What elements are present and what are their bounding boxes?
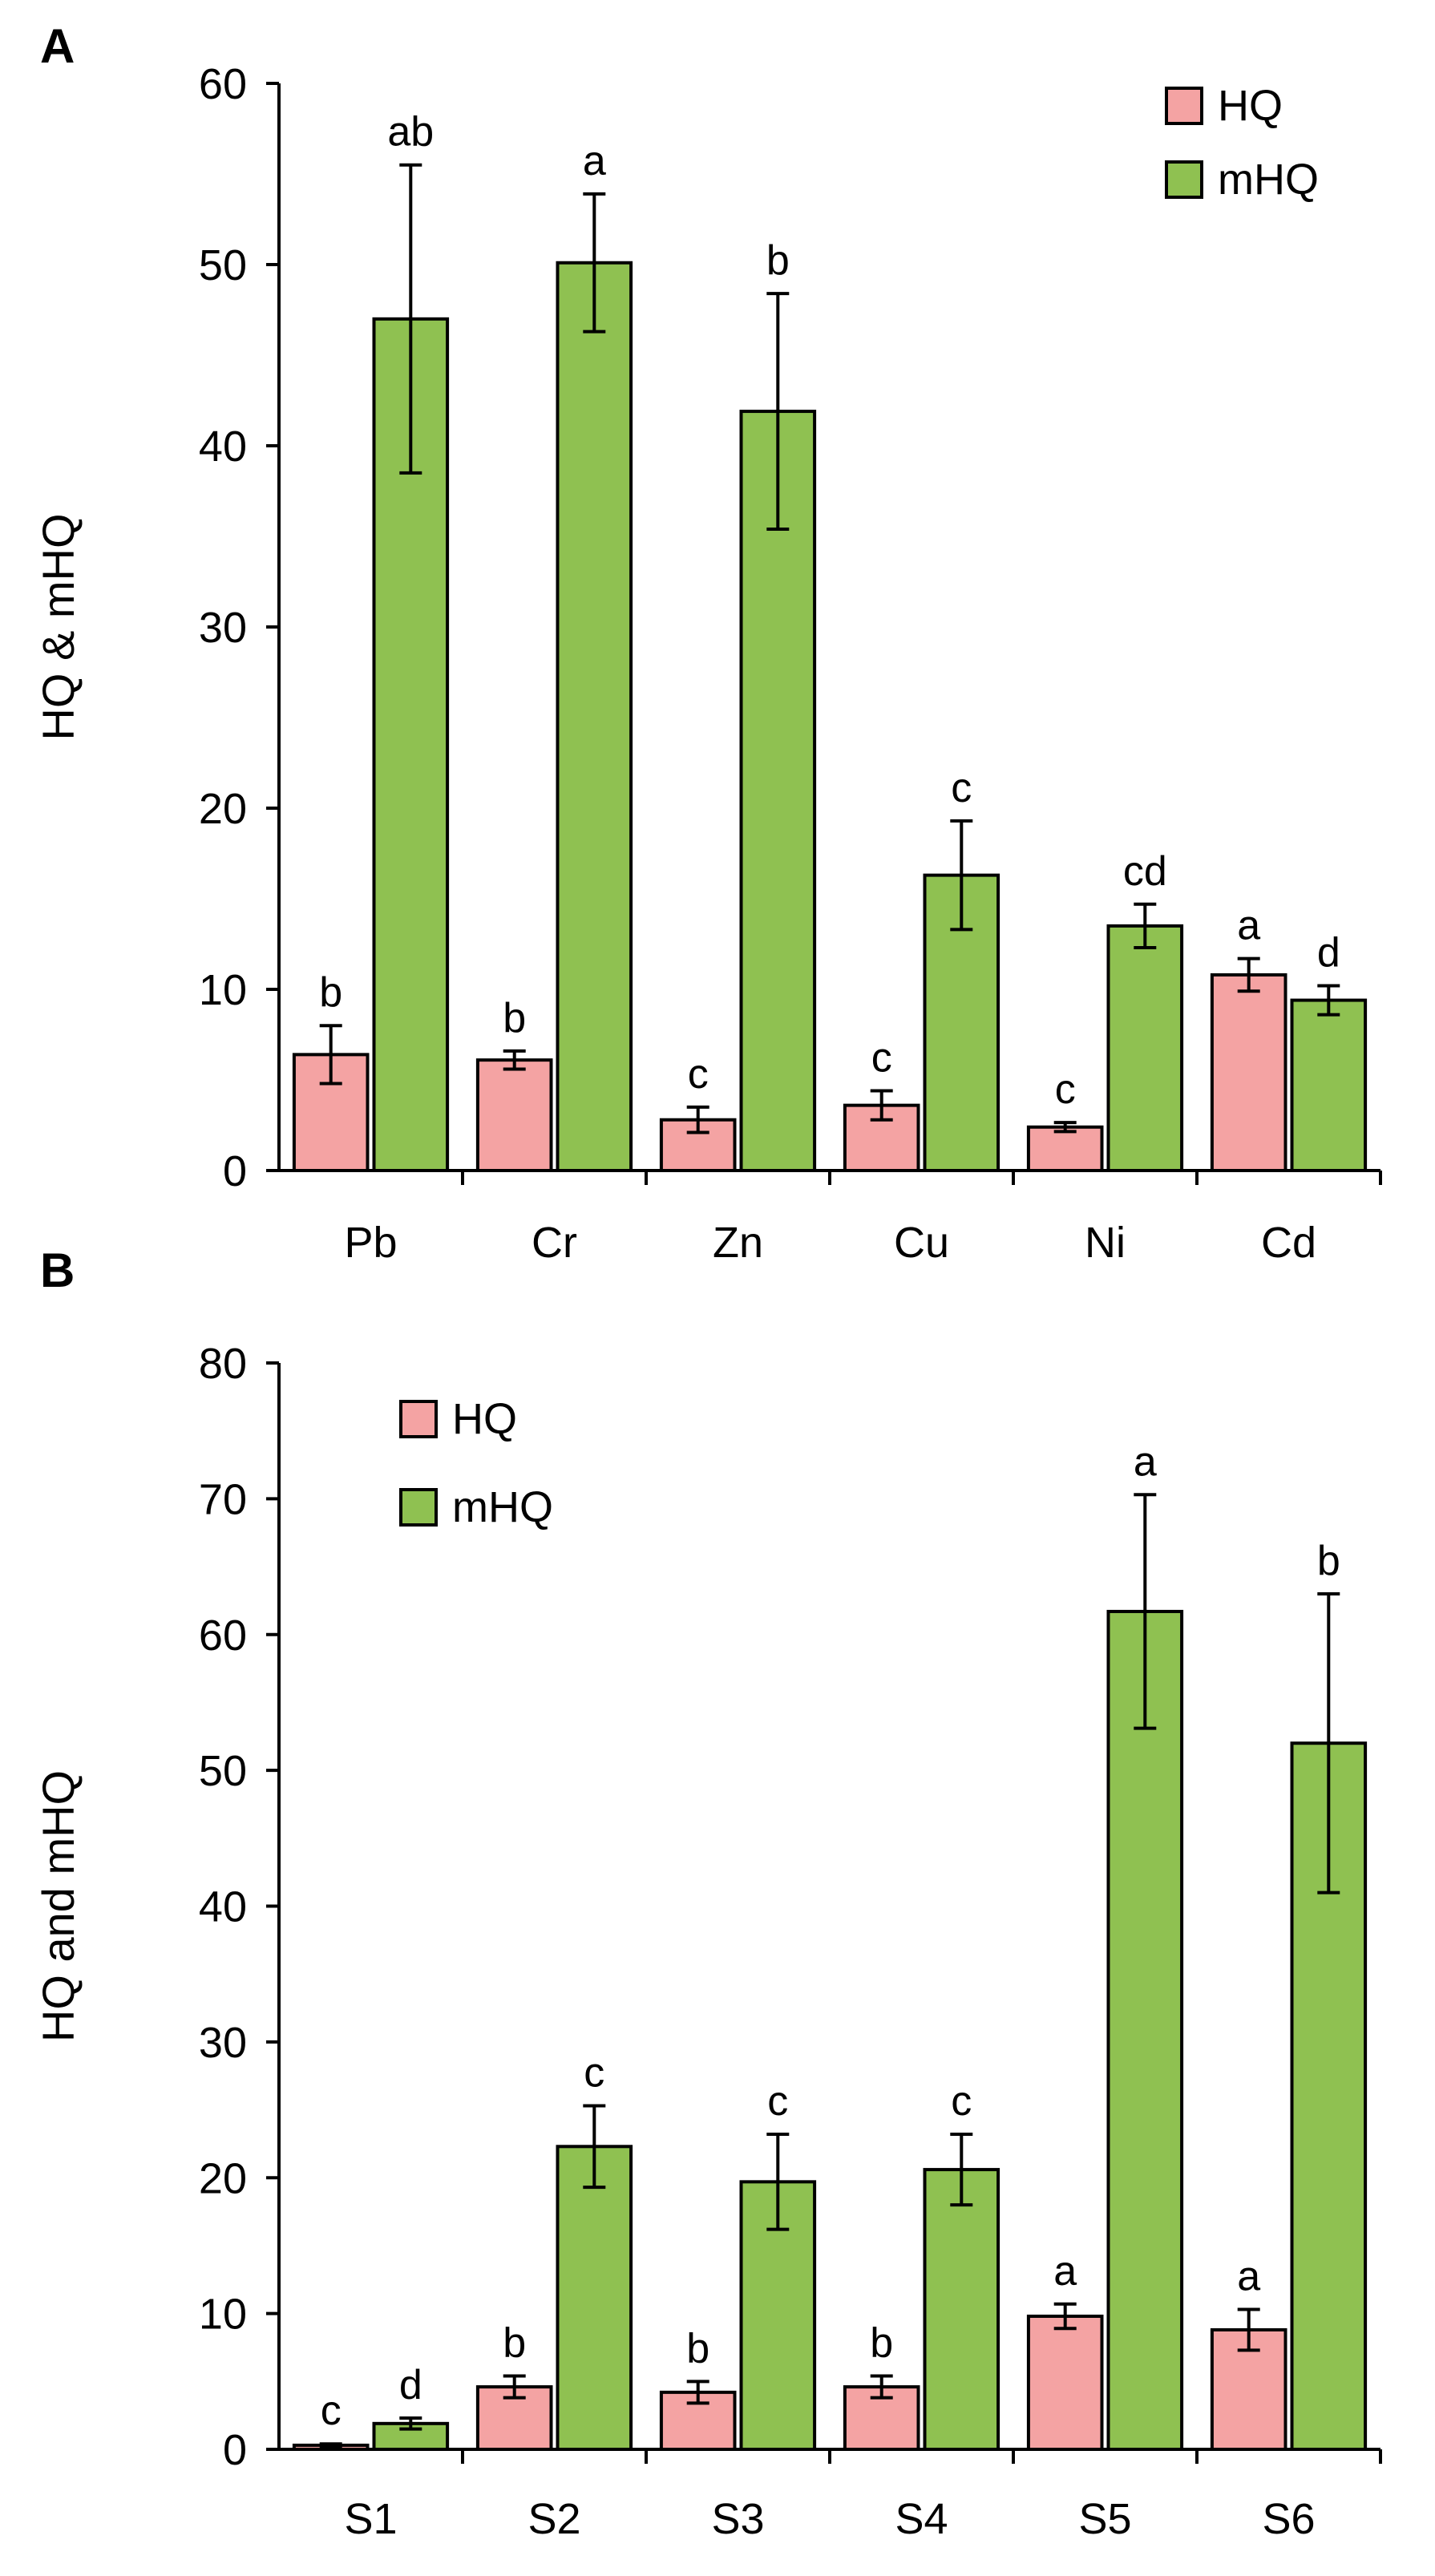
significance-letter: ab	[387, 109, 434, 156]
bar-mhq-zn	[739, 410, 817, 1172]
y-tick-label: 60	[199, 1612, 247, 1660]
significance-letter: c	[584, 2049, 604, 2096]
y-tick-label: 30	[199, 2019, 247, 2067]
significance-letter: b	[766, 237, 790, 284]
panel-label-A: A	[40, 19, 75, 73]
significance-letter: c	[871, 1035, 892, 1082]
x-tick-label: S2	[528, 2495, 580, 2543]
bar-mhq-cd	[1290, 998, 1368, 1173]
bar-hq-cd	[1210, 973, 1287, 1173]
y-tick-label: 40	[199, 1883, 247, 1931]
y-tick-label: 20	[199, 2154, 247, 2202]
y-tick-label: 10	[199, 966, 247, 1014]
y-tick-label: 30	[199, 604, 247, 652]
significance-letter: a	[1134, 1438, 1157, 1485]
y-tick-label: 0	[223, 2426, 247, 2474]
x-tick-label: S3	[711, 2495, 764, 2543]
significance-letter: b	[686, 2325, 709, 2372]
significance-letter: a	[1237, 903, 1260, 949]
bar-hq-ni	[1026, 1125, 1104, 1173]
legend-swatch-hq	[1165, 87, 1203, 125]
bar-mhq-pb	[372, 317, 450, 1172]
bar-mhq-s2	[556, 2145, 633, 2451]
legend-swatch-mhq	[1165, 160, 1203, 199]
significance-letter: a	[1237, 2254, 1260, 2300]
legend-swatch-mhq	[399, 1488, 438, 1527]
legend-label-hq: HQ	[452, 1395, 517, 1443]
bar-hq-cr	[475, 1058, 553, 1173]
significance-letter: a	[583, 138, 606, 184]
bar-mhq-ni	[1106, 924, 1184, 1173]
legend-label-mhq: mHQ	[1218, 156, 1319, 204]
bar-mhq-s5	[1106, 1609, 1184, 2451]
y-tick-label: 80	[199, 1340, 247, 1388]
legend-label-mhq: mHQ	[452, 1483, 553, 1531]
x-tick-label: S4	[895, 2495, 948, 2543]
significance-letter: c	[688, 1051, 709, 1098]
x-tick-label: S6	[1262, 2495, 1315, 2543]
y-tick-label: 50	[199, 1747, 247, 1795]
y-axis-title: HQ & mHQ	[33, 513, 83, 740]
x-tick-label: Cu	[894, 1219, 949, 1267]
panel-label-B: B	[40, 1244, 75, 1297]
x-tick-label: Zn	[713, 1219, 763, 1267]
x-tick-label: S1	[344, 2495, 397, 2543]
bar-hq-s5	[1026, 2315, 1104, 2451]
y-tick-label: 60	[199, 60, 247, 108]
y-tick-label: 50	[199, 241, 247, 289]
significance-letter: c	[951, 765, 972, 811]
bar-mhq-s4	[923, 2168, 1000, 2451]
y-tick-label: 20	[199, 785, 247, 833]
significance-letter: b	[870, 2320, 893, 2367]
legend-label-hq: HQ	[1218, 82, 1283, 130]
x-tick-label: S5	[1078, 2495, 1131, 2543]
bar-mhq-cr	[556, 261, 633, 1172]
significance-letter: cd	[1123, 848, 1167, 895]
significance-letter: d	[1317, 929, 1340, 976]
x-tick-label: Cd	[1261, 1219, 1316, 1267]
significance-letter: a	[1053, 2248, 1077, 2295]
y-tick-label: 0	[223, 1147, 247, 1195]
significance-letter: d	[399, 2362, 422, 2408]
x-tick-label: Pb	[344, 1219, 397, 1267]
significance-letter: c	[951, 2078, 972, 2125]
y-tick-label: 10	[199, 2291, 247, 2339]
significance-letter: b	[319, 969, 342, 1016]
y-axis-title: HQ and mHQ	[33, 1770, 83, 2042]
significance-letter: c	[321, 2388, 342, 2434]
significance-letter: c	[767, 2078, 788, 2125]
significance-letter: b	[1317, 1538, 1340, 1584]
significance-letter: b	[503, 2320, 526, 2367]
significance-letter: c	[1055, 1066, 1076, 1113]
y-tick-label: 40	[199, 423, 247, 471]
y-tick-label: 70	[199, 1475, 247, 1523]
x-tick-label: Cr	[532, 1219, 577, 1267]
significance-letter: b	[503, 995, 526, 1041]
legend-swatch-hq	[399, 1400, 438, 1438]
x-tick-label: Ni	[1085, 1219, 1126, 1267]
